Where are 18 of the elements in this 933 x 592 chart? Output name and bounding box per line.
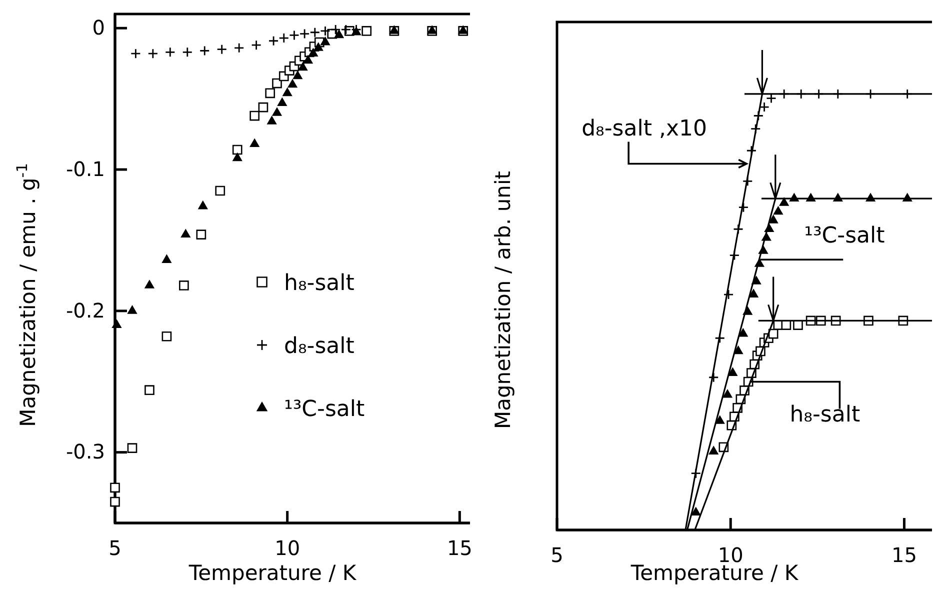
y-axis-title: Magnetization / arb. unit xyxy=(491,170,515,430)
annotation: d₈-salt ,x10 xyxy=(582,116,707,142)
legend-label: ¹³C-salt xyxy=(284,397,365,422)
annotation: ¹³C-salt xyxy=(804,224,886,249)
annotation: h₈-salt xyxy=(790,402,860,428)
y-tick-label: -0.3 xyxy=(66,440,105,464)
x-tick-label: 15 xyxy=(446,536,472,560)
y-tick-label: -0.1 xyxy=(66,156,105,181)
y-tick-label: -0.2 xyxy=(66,298,105,322)
y-tick-label: 0 xyxy=(92,16,105,40)
x-tick-label: 5 xyxy=(550,543,564,568)
legend-label: h₈-salt xyxy=(284,271,355,296)
legend-label: d₈-salt xyxy=(284,334,355,359)
x-axis-title: Temperature / K xyxy=(188,561,358,585)
x-axis-title: Temperature / K xyxy=(630,561,800,585)
x-tick-label: 15 xyxy=(891,543,917,568)
x-tick-label: 5 xyxy=(108,536,122,560)
x-tick-label: 10 xyxy=(274,536,300,560)
